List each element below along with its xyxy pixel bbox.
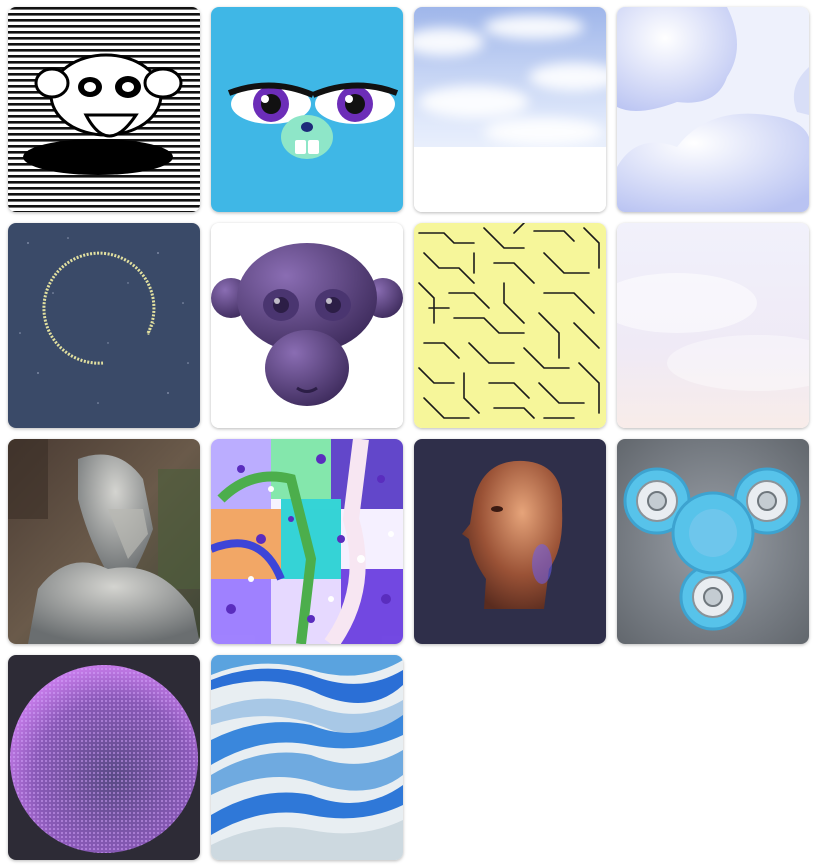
gallery-tile-14[interactable]	[211, 655, 403, 860]
paint-splatter-icon	[211, 439, 403, 644]
bronze-head-icon	[414, 439, 606, 644]
particle-ring-icon	[8, 223, 200, 428]
gallery-tile-13[interactable]	[8, 655, 200, 860]
fidget-spinner-icon	[617, 439, 809, 644]
gallery-tile-6[interactable]	[211, 223, 403, 428]
gallery-tile-11[interactable]	[414, 439, 606, 644]
blue-waves-icon	[211, 655, 403, 860]
statue-photo-icon	[8, 439, 200, 644]
gallery-tile-5[interactable]	[8, 223, 200, 428]
pastel-fog-icon	[617, 223, 809, 428]
gallery-tile-4[interactable]	[617, 7, 809, 212]
gallery-tile-8[interactable]	[617, 223, 809, 428]
gallery-tile-9[interactable]	[8, 439, 200, 644]
gallery-tile-12[interactable]	[617, 439, 809, 644]
gallery-tile-10[interactable]	[211, 439, 403, 644]
thumbnail-grid	[8, 7, 810, 860]
sky-clouds-icon	[414, 7, 606, 212]
gallery-tile-3[interactable]	[414, 7, 606, 212]
maze-pattern-icon	[414, 223, 606, 428]
gallery-tile-1[interactable]	[8, 7, 200, 212]
gallery-tile-2[interactable]	[211, 7, 403, 212]
monkey-head-halftone-icon	[8, 7, 200, 212]
gallery-tile-7[interactable]	[414, 223, 606, 428]
soft-clouds-icon	[617, 7, 809, 212]
cartoon-bunny-face-icon	[211, 7, 403, 212]
purple-sphere-icon	[8, 655, 200, 860]
purple-monkey-head-icon	[211, 223, 403, 428]
